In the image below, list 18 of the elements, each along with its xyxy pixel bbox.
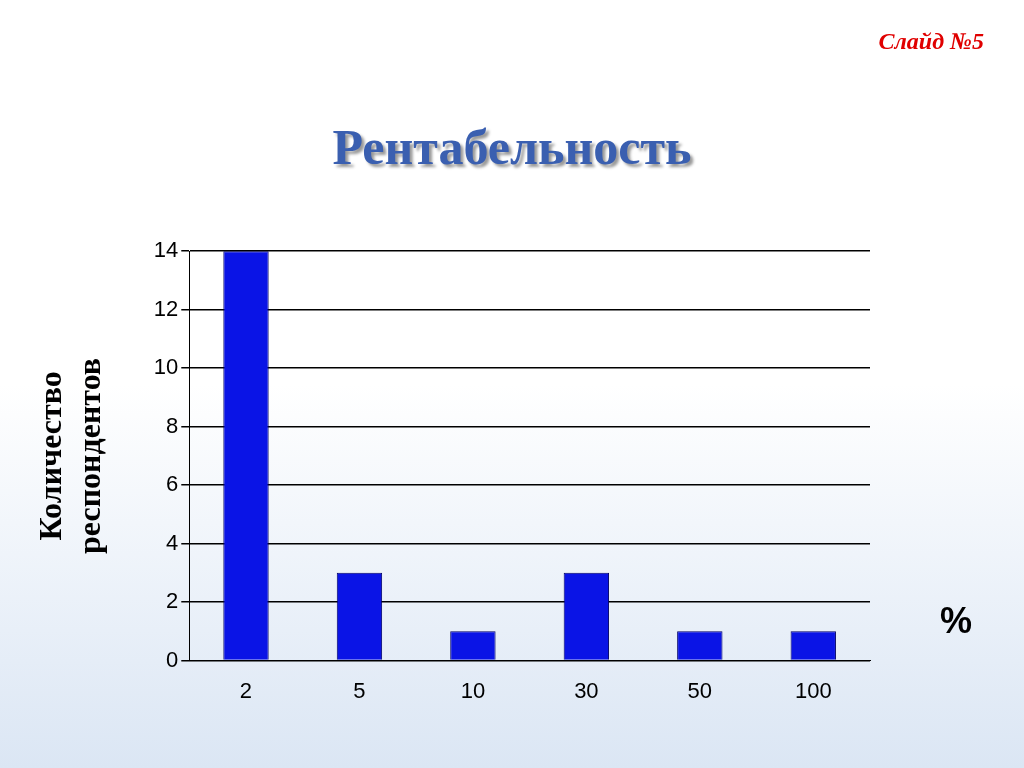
y-axis-title: Количество респондентов [32,357,107,554]
x-tick-label: 2 [239,677,253,703]
x-tick-label: 30 [574,677,599,703]
chart-title: Рентабельность [331,118,693,176]
y-tick-label: 14 [153,237,179,263]
x-tick-label: 100 [794,677,832,703]
x-tick-label: 10 [460,677,486,703]
y-tick-label: 6 [166,471,179,497]
x-tick-label: 5 [353,677,366,703]
text: Слайд №5 [878,28,984,55]
x-axis-title: % [940,600,973,642]
y-tick-label: 0 [166,646,179,672]
x-tick-label: 50 [687,677,713,703]
y-tick-label: 2 [166,588,179,614]
y-tick-label: 10 [153,354,179,380]
y-tick-label: 4 [166,529,179,555]
y-tick-label: 12 [153,295,179,321]
y-tick-label: 8 [166,412,179,438]
